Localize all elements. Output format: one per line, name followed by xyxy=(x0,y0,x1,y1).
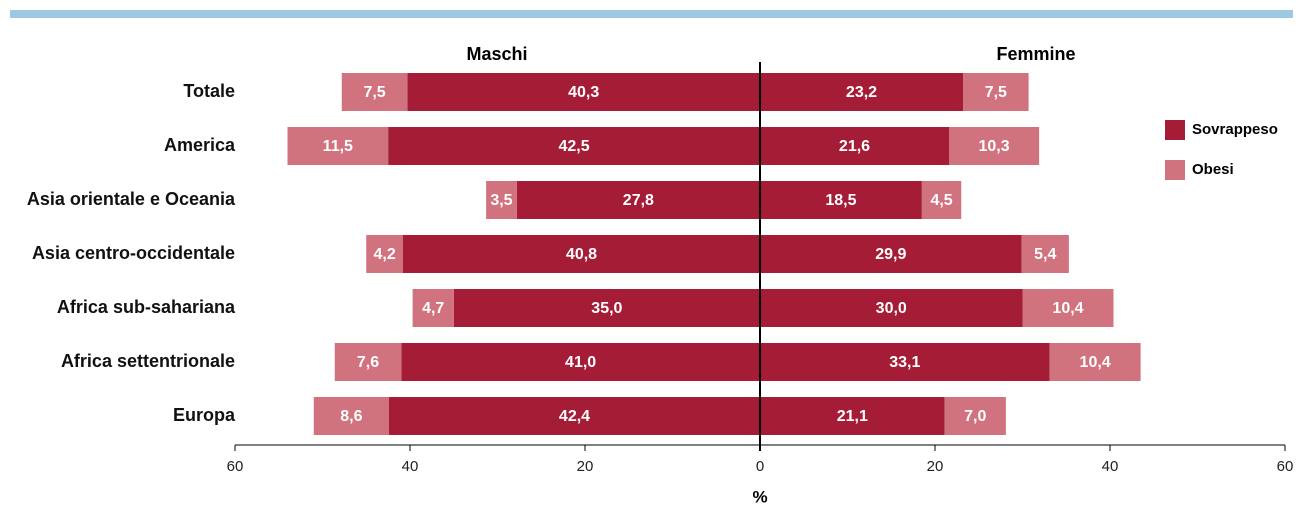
x-tick-label: 0 xyxy=(756,458,764,475)
x-tick-label: 20 xyxy=(577,458,594,475)
bar-segment xyxy=(341,73,408,111)
value-label: 10,3 xyxy=(978,138,1009,155)
bar-segment xyxy=(389,397,760,435)
x-tick-label: 20 xyxy=(927,458,944,475)
category-label: Europa xyxy=(173,405,236,425)
value-label: 3,5 xyxy=(490,192,512,209)
legend-label: Sovrappeso xyxy=(1192,121,1278,138)
value-label: 27,8 xyxy=(623,192,654,209)
value-label: 10,4 xyxy=(1080,354,1111,371)
bar-segment xyxy=(407,73,760,111)
category-label: Asia orientale e Oceania xyxy=(27,189,236,209)
category-label: America xyxy=(164,135,236,155)
value-label: 10,4 xyxy=(1052,300,1083,317)
bar-segment xyxy=(366,235,403,273)
value-label: 41,0 xyxy=(565,354,596,371)
bar-segment xyxy=(313,397,389,435)
x-tick-label: 40 xyxy=(402,458,419,475)
value-label: 4,2 xyxy=(374,246,396,263)
bar-segment xyxy=(760,343,1050,381)
legend-swatch xyxy=(1165,160,1185,180)
bar-segment xyxy=(760,127,949,165)
x-tick-label: 60 xyxy=(1277,458,1294,475)
bar-segment xyxy=(963,73,1029,111)
x-tick-label: 60 xyxy=(227,458,244,475)
bar-segment xyxy=(949,127,1040,165)
value-label: 7,5 xyxy=(985,84,1007,101)
bar-segment xyxy=(453,289,760,327)
category-label: Africa settentrionale xyxy=(61,351,235,371)
value-label: 11,5 xyxy=(323,138,353,155)
bar-segment xyxy=(1022,289,1114,327)
value-label: 30,0 xyxy=(876,300,907,317)
bar-segment xyxy=(760,289,1023,327)
value-label: 7,0 xyxy=(964,408,986,425)
bar-segment xyxy=(760,73,963,111)
category-label: Totale xyxy=(183,81,235,101)
value-label: 29,9 xyxy=(875,246,906,263)
side-title: Maschi xyxy=(466,44,527,64)
value-label: 35,0 xyxy=(591,300,622,317)
bar-segment xyxy=(1021,235,1069,273)
value-label: 33,1 xyxy=(889,354,920,371)
bar-segment xyxy=(760,397,945,435)
value-label: 7,6 xyxy=(357,354,379,371)
legend-swatch xyxy=(1165,120,1185,140)
value-label: 4,5 xyxy=(930,192,952,209)
bar-segment xyxy=(412,289,454,327)
x-axis-label: % xyxy=(752,487,767,506)
value-label: 4,7 xyxy=(422,300,444,317)
bar-segment xyxy=(921,181,962,219)
bar-segment xyxy=(944,397,1006,435)
x-tick-label: 40 xyxy=(1102,458,1119,475)
bar-segment xyxy=(1049,343,1141,381)
top-band xyxy=(10,10,1293,18)
legend-label: Obesi xyxy=(1192,161,1234,178)
value-label: 42,4 xyxy=(559,408,590,425)
value-label: 7,5 xyxy=(363,84,385,101)
value-label: 8,6 xyxy=(340,408,362,425)
bar-segment xyxy=(334,343,402,381)
bar-segment xyxy=(760,181,922,219)
category-label: Asia centro-occidentale xyxy=(32,243,235,263)
bar-segment xyxy=(760,235,1022,273)
bar-segment xyxy=(388,127,760,165)
bar-segment xyxy=(401,343,760,381)
value-label: 42,5 xyxy=(558,138,589,155)
bar-segment xyxy=(516,181,760,219)
value-label: 21,1 xyxy=(837,408,868,425)
category-label: Africa sub-sahariana xyxy=(57,297,236,317)
bar-segment xyxy=(287,127,389,165)
bar-segment xyxy=(486,181,517,219)
value-label: 5,4 xyxy=(1034,246,1056,263)
value-label: 40,3 xyxy=(568,84,599,101)
value-label: 23,2 xyxy=(846,84,877,101)
value-label: 21,6 xyxy=(839,138,870,155)
value-label: 18,5 xyxy=(825,192,856,209)
value-label: 40,8 xyxy=(566,246,597,263)
bar-segment xyxy=(403,235,760,273)
side-title: Femmine xyxy=(996,44,1075,64)
